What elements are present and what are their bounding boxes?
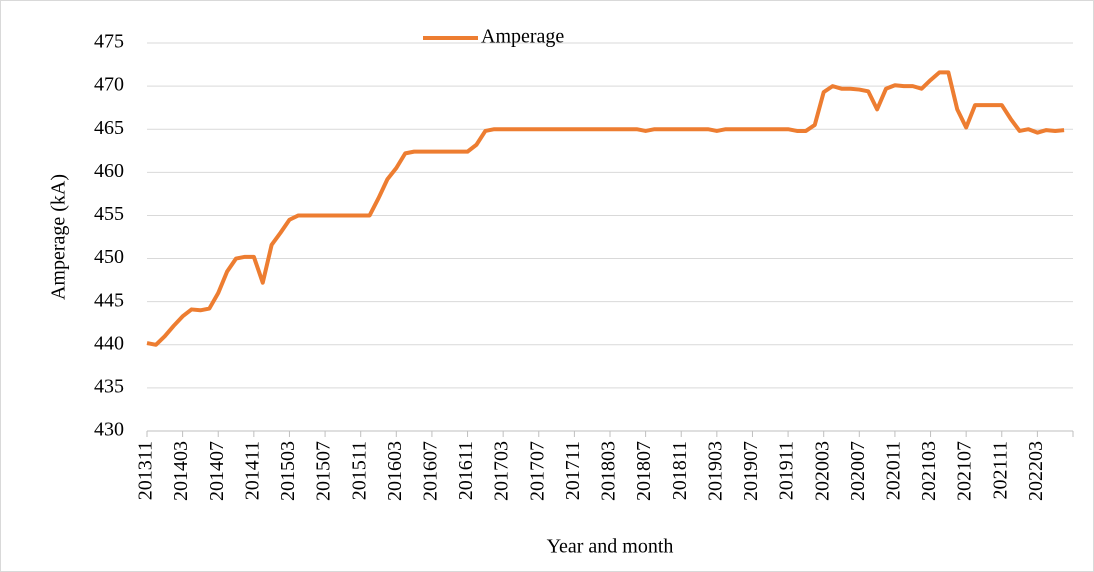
y-tick-label: 445 [94,289,124,311]
x-tick-label: 202011 [883,441,905,500]
x-tick-label: 201607 [420,441,442,501]
x-tick-label: 202203 [1025,441,1047,501]
x-tick-label: 202103 [918,441,940,501]
y-tick-label: 475 [94,31,124,53]
data-line [146,70,1065,347]
x-tick-label: 201507 [313,441,335,501]
y-tick-label: 465 [94,117,124,139]
x-tick-label: 201707 [526,441,548,501]
x-tick-label: 201807 [633,441,655,501]
x-tick-label: 201903 [704,441,726,501]
x-tick-label: 201403 [170,441,192,501]
x-tick-label: 201703 [491,441,513,501]
y-tick-label: 435 [94,375,124,397]
y-axis-label: Amperage (kA) [48,174,70,300]
y-tick-label: 450 [94,246,124,268]
legend-label: Amperage [481,26,564,48]
x-tick-label: 201407 [206,441,228,501]
x-tick-label: 201911 [776,441,798,500]
x-axis-label: Year and month [547,536,674,558]
x-tick-label: 202003 [811,441,833,501]
y-tick-label: 455 [94,203,124,225]
x-tick-label: 201611 [455,441,477,500]
x-tick-label: 201603 [384,441,406,501]
x-tick-label: 201907 [740,441,762,501]
x-tick-label: 201511 [348,441,370,500]
x-tick-label: 202111 [989,441,1011,500]
y-tick-label: 460 [94,160,124,182]
x-tick-label: 201503 [277,441,299,501]
x-tick-label: 201811 [669,441,691,500]
x-tick-label: 201411 [241,441,263,500]
y-tick-label: 430 [94,419,124,441]
x-tick-label: 202007 [847,441,869,501]
y-tick-label: 440 [94,332,124,354]
x-tick-label: 202107 [954,441,976,501]
x-tick-label: 201311 [135,441,157,500]
x-tick-label: 201711 [562,441,584,500]
x-tick-label: 201803 [598,441,620,501]
y-tick-label: 470 [94,74,124,96]
